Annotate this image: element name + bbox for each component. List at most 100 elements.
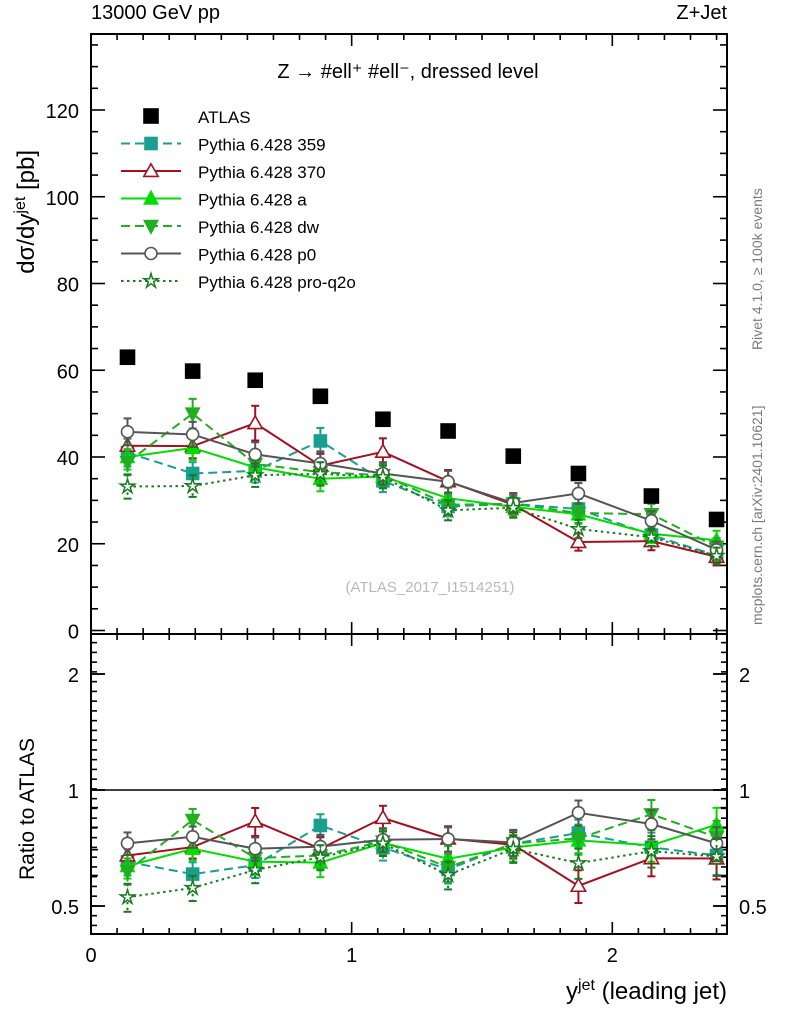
data-point-pp0	[571, 486, 586, 501]
main-panel-frame	[90, 33, 728, 635]
y-axis-label-main-sup: jet	[12, 196, 29, 214]
side-label-mcplots: mcplots.cern.ch [arXiv:2401.10621]	[749, 406, 765, 625]
data-point-pp0	[185, 830, 200, 844]
legend-marker-atlas	[143, 108, 159, 124]
series-p359	[120, 426, 724, 565]
legend-item-p370[interactable]: Pythia 6.428 370	[121, 162, 326, 182]
data-point-p359	[313, 434, 328, 448]
series-line	[126, 412, 718, 548]
y-tick-label-main: 60	[57, 361, 79, 383]
data-point-atlas	[247, 372, 264, 389]
data-point-atlas	[184, 363, 201, 379]
series-p370	[118, 404, 726, 567]
legend-item-pp0[interactable]: Pythia 6.428 p0	[121, 246, 316, 265]
data-point-atlas	[708, 511, 725, 528]
legend-item-atlas[interactable]: ATLAS	[143, 108, 251, 127]
data-point-p370	[374, 809, 392, 825]
y-tick-label-ratio-right: 1	[739, 781, 750, 803]
data-point-atlas	[312, 388, 329, 405]
legend-label-atlas: ATLAS	[198, 108, 251, 127]
series-pa	[119, 434, 725, 551]
series-line	[127, 430, 717, 551]
data-point-atlas	[440, 423, 456, 439]
data-point-pq2o	[183, 877, 203, 897]
data-point-p359	[313, 818, 328, 833]
data-point-pq2o	[568, 853, 589, 872]
header-left-label: 13000 GeV pp	[91, 2, 220, 24]
y-axis-label-main-b: [pb]	[13, 150, 40, 197]
data-point-p370	[374, 442, 392, 458]
data-point-pq2o	[503, 497, 523, 516]
legend-item-pq2o[interactable]: Pythia 6.428 pro-q2o	[121, 270, 356, 292]
data-point-atlas	[375, 411, 391, 428]
legend-item-pa[interactable]: Pythia 6.428 a	[121, 189, 307, 210]
y-tick-label-ratio: 1	[68, 781, 79, 803]
legend-marker-pa	[143, 189, 159, 205]
data-point-pq2o	[373, 466, 393, 486]
legend-marker-p359	[144, 136, 158, 151]
data-point-pq2o	[706, 846, 727, 865]
series-line	[127, 811, 717, 850]
data-point-pq2o	[183, 475, 203, 495]
y-tick-label-ratio-right: 0.5	[739, 897, 767, 919]
data-point-pdw	[570, 832, 587, 848]
legend-label-pq2o: Pythia 6.428 pro-q2o	[198, 273, 356, 292]
series-line	[127, 472, 717, 557]
legend-marker-p370	[142, 162, 160, 178]
series-line	[127, 823, 717, 867]
data-point-pq2o	[117, 887, 138, 906]
data-point-pp0	[120, 836, 135, 851]
data-point-p370	[246, 812, 264, 828]
y-axis-label-ratio: Ratio to ATLAS	[16, 738, 39, 880]
legend-label-pdw: Pythia 6.428 dw	[198, 218, 320, 237]
series-atlas	[119, 349, 725, 528]
series-line	[127, 446, 717, 542]
y-tick-label-main: 100	[46, 188, 79, 210]
data-point-pp0	[644, 817, 659, 831]
legend-item-pdw[interactable]: Pythia 6.428 dw	[121, 218, 320, 237]
series-line	[126, 813, 717, 872]
legend-item-p359[interactable]: Pythia 6.428 359	[121, 136, 326, 155]
data-point-pq2o	[245, 859, 265, 879]
data-point-pq2o	[438, 864, 458, 884]
series-pdw	[119, 397, 725, 557]
data-point-pq2o	[568, 518, 589, 538]
y-axis-label-main-a: dσ/dy	[13, 214, 40, 274]
data-point-pp0	[185, 427, 200, 442]
analysis-watermark: (ATLAS_2017_I1514251)	[345, 579, 514, 596]
series-line	[127, 439, 717, 557]
x-axis-label-sup: jet	[577, 977, 595, 994]
legend-label-pa: Pythia 6.428 a	[198, 191, 307, 210]
x-tick-label: 0	[85, 945, 96, 967]
x-tick-label: 2	[607, 945, 618, 967]
header-right-label: Z+Jet	[676, 2, 727, 24]
plot-title: Z → #ell⁺ #ell⁻, dressed level	[277, 61, 538, 83]
data-point-pq2o	[438, 500, 458, 519]
data-point-pdw	[184, 407, 201, 423]
data-point-pp0	[120, 425, 135, 439]
legend-marker-pdw	[143, 219, 159, 235]
data-point-atlas	[643, 488, 660, 504]
data-point-pq2o	[706, 545, 727, 565]
data-point-pp0	[248, 447, 263, 462]
legend-label-pp0: Pythia 6.428 p0	[198, 246, 316, 265]
side-label-rivet: Rivet 4.1.0, ≥ 100k events	[749, 188, 765, 350]
y-tick-label-main: 0	[68, 622, 79, 644]
legend-label-p370: Pythia 6.428 370	[198, 163, 326, 182]
data-point-pq2o	[373, 833, 393, 852]
series-line	[127, 422, 717, 558]
y-tick-label-ratio: 0.5	[51, 897, 79, 919]
data-point-p370	[246, 414, 264, 430]
data-point-atlas	[505, 448, 522, 464]
x-axis-label-tail: (leading jet)	[595, 978, 727, 1005]
legend-marker-pp0	[144, 246, 158, 261]
data-point-p370	[569, 533, 588, 549]
data-point-pp0	[644, 513, 659, 528]
axis-ticks	[90, 34, 727, 934]
series-pq2o	[117, 461, 727, 566]
data-point-pp0	[441, 832, 455, 846]
data-point-pq2o	[310, 463, 331, 483]
